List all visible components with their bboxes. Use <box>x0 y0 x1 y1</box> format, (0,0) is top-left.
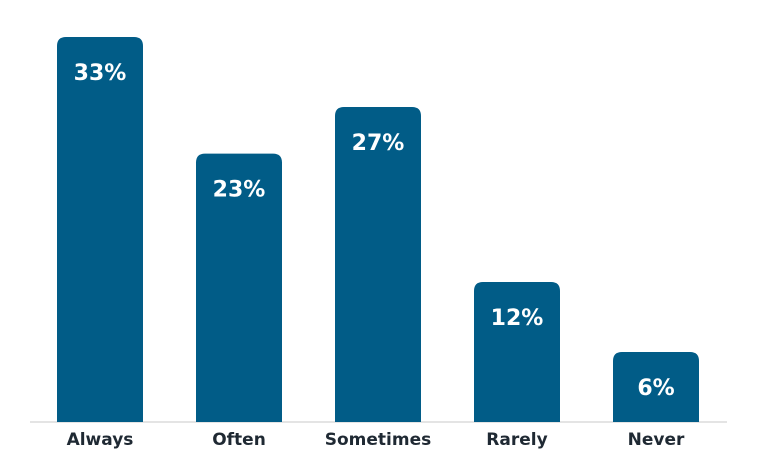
category-labels-layer: Always Often Sometimes Rarely Never <box>67 430 685 450</box>
value-labels-layer: 33% 23% 27% 12% 6% <box>74 61 675 401</box>
data-label-rarely: 12% <box>491 306 544 331</box>
category-label-often: Often <box>212 430 266 450</box>
bar-rarely <box>474 282 560 422</box>
category-label-never: Never <box>628 430 685 450</box>
category-label-always: Always <box>67 430 134 450</box>
data-label-sometimes: 27% <box>352 131 405 156</box>
bar-sometimes <box>335 107 421 422</box>
bars-layer <box>57 37 699 422</box>
category-label-rarely: Rarely <box>486 430 547 450</box>
bar-never <box>613 352 699 422</box>
data-label-often: 23% <box>213 178 266 203</box>
bar-always <box>57 37 143 422</box>
bar-often <box>196 153 282 422</box>
data-label-never: 6% <box>637 376 674 401</box>
data-label-always: 33% <box>74 61 127 86</box>
category-label-sometimes: Sometimes <box>325 430 431 450</box>
